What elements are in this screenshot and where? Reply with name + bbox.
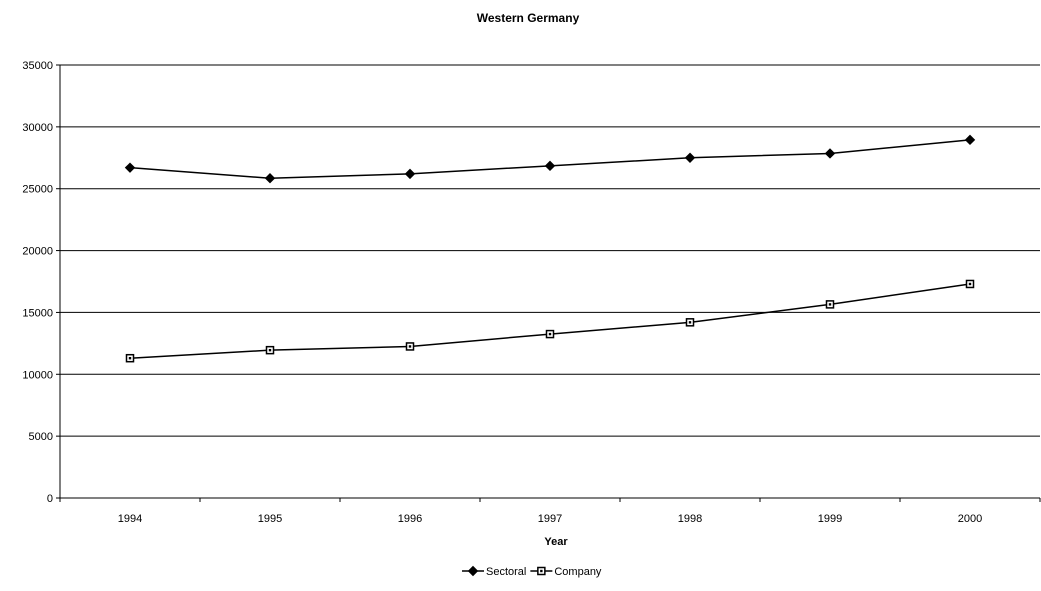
point-company-marker-dot [268, 348, 272, 352]
x-tick-label: 2000 [958, 513, 982, 525]
point-company-marker-dot [548, 332, 552, 336]
series-sectoral [124, 134, 976, 184]
y-tick-label: 25000 [22, 184, 53, 196]
series-company [125, 279, 975, 363]
chart-title: Western Germany [477, 11, 580, 25]
legend-company-marker-dot [540, 569, 543, 573]
point-sectoral-marker [404, 168, 416, 180]
point-sectoral-marker [684, 152, 696, 163]
point-sectoral-marker [544, 160, 556, 172]
y-tick-label: 10000 [22, 369, 53, 381]
y-tick-label: 0 [47, 493, 53, 505]
legend: Sectoral Company [462, 565, 602, 578]
legend-item-sectoral: Sectoral [462, 565, 526, 578]
point-sectoral-marker [264, 172, 276, 184]
y-tick-label: 5000 [29, 431, 53, 443]
x-tick-label: 1996 [398, 513, 422, 525]
gridlines [60, 64, 1040, 437]
point-sectoral-marker [964, 134, 976, 146]
legend-label-company: Company [554, 566, 602, 578]
x-tick-label: 1994 [118, 513, 142, 525]
point-company-marker-dot [408, 345, 412, 348]
y-tick-label: 30000 [22, 122, 53, 134]
point-sectoral-marker [824, 148, 836, 159]
point-company-marker-dot [828, 303, 832, 306]
x-tick-label: 1997 [538, 513, 562, 525]
x-tick-label: 1995 [258, 513, 282, 525]
axes [59, 65, 1040, 499]
legend-sectoral-marker [467, 565, 479, 577]
legend-label-sectoral: Sectoral [486, 566, 526, 578]
legend-item-company: Company [530, 566, 602, 578]
point-company-marker-dot [968, 282, 972, 286]
series-group [124, 134, 976, 363]
y-tick-label: 35000 [22, 60, 53, 72]
point-company-marker-dot [688, 321, 692, 324]
point-sectoral-marker [124, 162, 136, 173]
y-axis-ticks: 0 5000 10000 15000 20000 25000 30000 35000 [22, 60, 60, 505]
x-tick-label: 1998 [678, 513, 702, 525]
point-company-marker-dot [128, 357, 132, 360]
x-tick-label: 1999 [818, 513, 842, 525]
y-tick-label: 15000 [22, 307, 53, 319]
y-tick-label: 20000 [22, 246, 53, 258]
series-line-sectoral [129, 139, 971, 179]
x-axis-ticks: 1994 1995 1996 1997 1998 1999 2000 [59, 498, 1041, 525]
x-axis-title: Year [544, 536, 568, 548]
series-line-company [129, 283, 971, 359]
